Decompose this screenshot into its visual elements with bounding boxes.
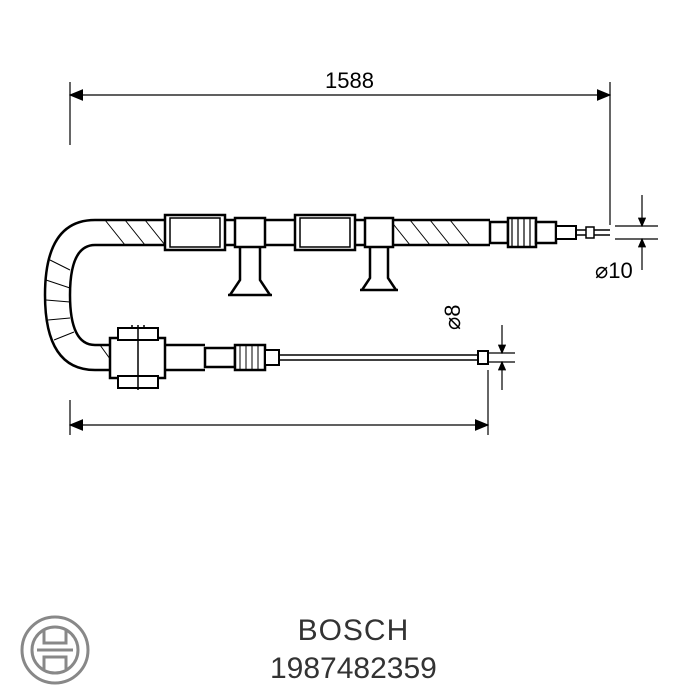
svg-text:⌀10: ⌀10 — [595, 258, 633, 283]
svg-text:⌀8: ⌀8 — [440, 305, 465, 330]
bosch-logo-icon — [20, 615, 90, 685]
dim-diameter-10: ⌀10 — [595, 195, 658, 283]
u-bend — [45, 220, 95, 370]
end-fitting-right — [490, 218, 610, 247]
dim-diameter-8: ⌀8 — [440, 305, 515, 390]
part-number: 1987482359 — [270, 652, 437, 686]
mounting-bracket-1 — [228, 218, 272, 295]
cable-bottom-assembly — [95, 325, 488, 390]
dim-length-label: 1588 — [325, 70, 374, 93]
footer: BOSCH 1987482359 — [0, 600, 700, 700]
cable-top-assembly — [95, 215, 610, 295]
mounting-bracket-2 — [360, 218, 398, 290]
clevis-end — [110, 325, 165, 390]
technical-drawing: 1588 — [40, 70, 660, 490]
brand-label: BOSCH — [298, 614, 410, 648]
brand-block: BOSCH 1987482359 — [270, 614, 437, 686]
